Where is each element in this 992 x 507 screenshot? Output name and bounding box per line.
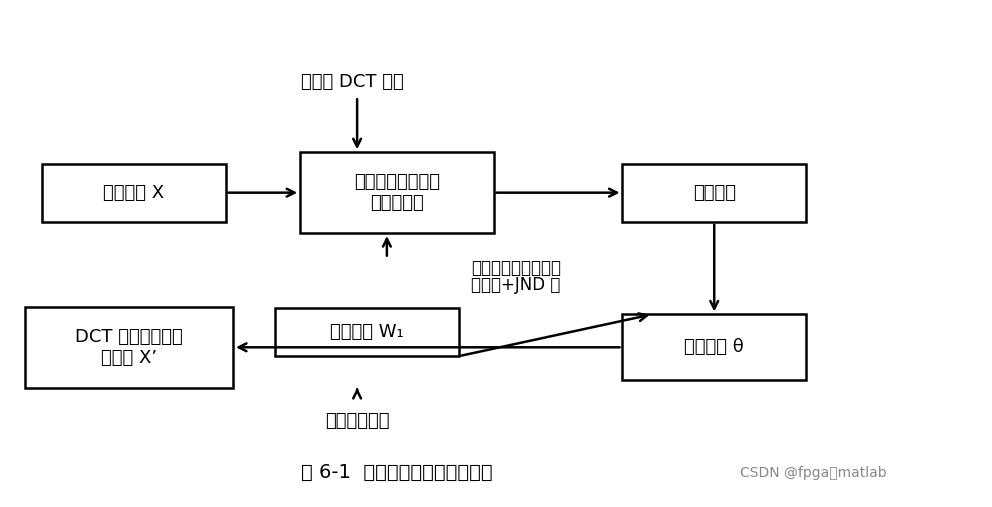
Bar <box>622 164 806 222</box>
Text: 原始图像 X: 原始图像 X <box>103 184 165 202</box>
Text: 图 6-1  第一重数字水印嵌入算法: 图 6-1 第一重数字水印嵌入算法 <box>301 463 493 482</box>
Text: DCT 转换后的含水
印图像 X’: DCT 转换后的含水 印图像 X’ <box>75 328 183 367</box>
Text: 系数对+JND 值: 系数对+JND 值 <box>471 276 560 295</box>
Text: 用于水印嵌入的频率: 用于水印嵌入的频率 <box>471 259 560 277</box>
Text: 图像特征分析和可
感知度分析: 图像特征分析和可 感知度分析 <box>354 173 439 212</box>
Bar <box>275 308 458 356</box>
Bar <box>622 314 806 380</box>
Text: 选择策略: 选择策略 <box>692 184 736 202</box>
Text: CSDN @fpga和matlab: CSDN @fpga和matlab <box>740 465 887 480</box>
Bar <box>300 152 493 233</box>
Bar <box>43 164 226 222</box>
Text: 数字水印嵌入: 数字水印嵌入 <box>324 412 390 430</box>
Bar <box>25 307 233 388</box>
Text: 分块和 DCT 转换: 分块和 DCT 转换 <box>301 73 404 91</box>
Text: 数字水印 W₁: 数字水印 W₁ <box>330 323 404 341</box>
Text: 编码函数 θ: 编码函数 θ <box>684 338 744 356</box>
